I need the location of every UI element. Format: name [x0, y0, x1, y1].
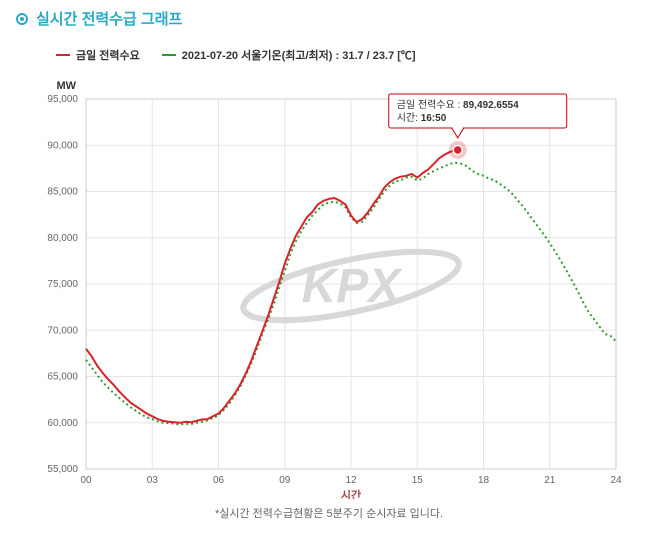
svg-text:03: 03	[147, 475, 159, 486]
legend-swatch-today	[56, 54, 70, 56]
svg-text:18: 18	[478, 475, 490, 486]
footnote: *실시간 전력수급현황은 5분주기 순시자료 입니다.	[16, 505, 642, 521]
svg-text:95,000: 95,000	[47, 94, 78, 105]
svg-text:MW: MW	[56, 80, 76, 92]
legend-item-temp: 2021-07-20 서울기온(최고/최저) : 31.7 / 23.7 [℃]	[162, 47, 416, 63]
title-bullet-icon	[16, 13, 28, 25]
svg-text:80,000: 80,000	[47, 233, 78, 244]
svg-text:90,000: 90,000	[47, 140, 78, 151]
svg-text:85,000: 85,000	[47, 187, 78, 198]
panel-title-row: 실시간 전력수급 그래프	[16, 8, 642, 29]
legend-item-today: 금일 전력수요	[56, 47, 140, 63]
hover-marker	[453, 145, 462, 154]
chart-area: 55,000 60,000 65,000 70,000 75,000 80,000 85,0…	[16, 69, 634, 499]
legend-label-today: 금일 전력수요	[76, 47, 140, 63]
svg-text:24: 24	[610, 475, 622, 486]
svg-text:21: 21	[544, 475, 556, 486]
svg-text:65,000: 65,000	[47, 372, 78, 383]
svg-text:15: 15	[412, 475, 424, 486]
chart-panel: 실시간 전력수급 그래프 금일 전력수요 2021-07-20 서울기온(최고/…	[0, 0, 658, 529]
svg-text:시간: 16:50: 시간: 16:50	[397, 112, 447, 124]
chart-svg: 55,000 60,000 65,000 70,000 75,000 80,000 85,0…	[16, 69, 634, 499]
svg-text:75,000: 75,000	[47, 279, 78, 290]
svg-text:금일 전력수요 : 89,492.6554: 금일 전력수요 : 89,492.6554	[397, 99, 519, 111]
svg-text:시간: 시간	[341, 488, 361, 499]
svg-text:70,000: 70,000	[47, 325, 78, 336]
svg-text:06: 06	[213, 475, 225, 486]
svg-text:55,000: 55,000	[47, 464, 78, 475]
legend: 금일 전력수요 2021-07-20 서울기온(최고/최저) : 31.7 / …	[56, 47, 642, 63]
legend-label-temp: 2021-07-20 서울기온(최고/최저) : 31.7 / 23.7 [℃]	[182, 47, 416, 63]
svg-text:09: 09	[279, 475, 291, 486]
panel-title: 실시간 전력수급 그래프	[36, 8, 182, 29]
svg-text:12: 12	[345, 475, 357, 486]
legend-swatch-temp	[162, 54, 176, 56]
svg-text:60,000: 60,000	[47, 418, 78, 429]
svg-text:00: 00	[80, 475, 92, 486]
